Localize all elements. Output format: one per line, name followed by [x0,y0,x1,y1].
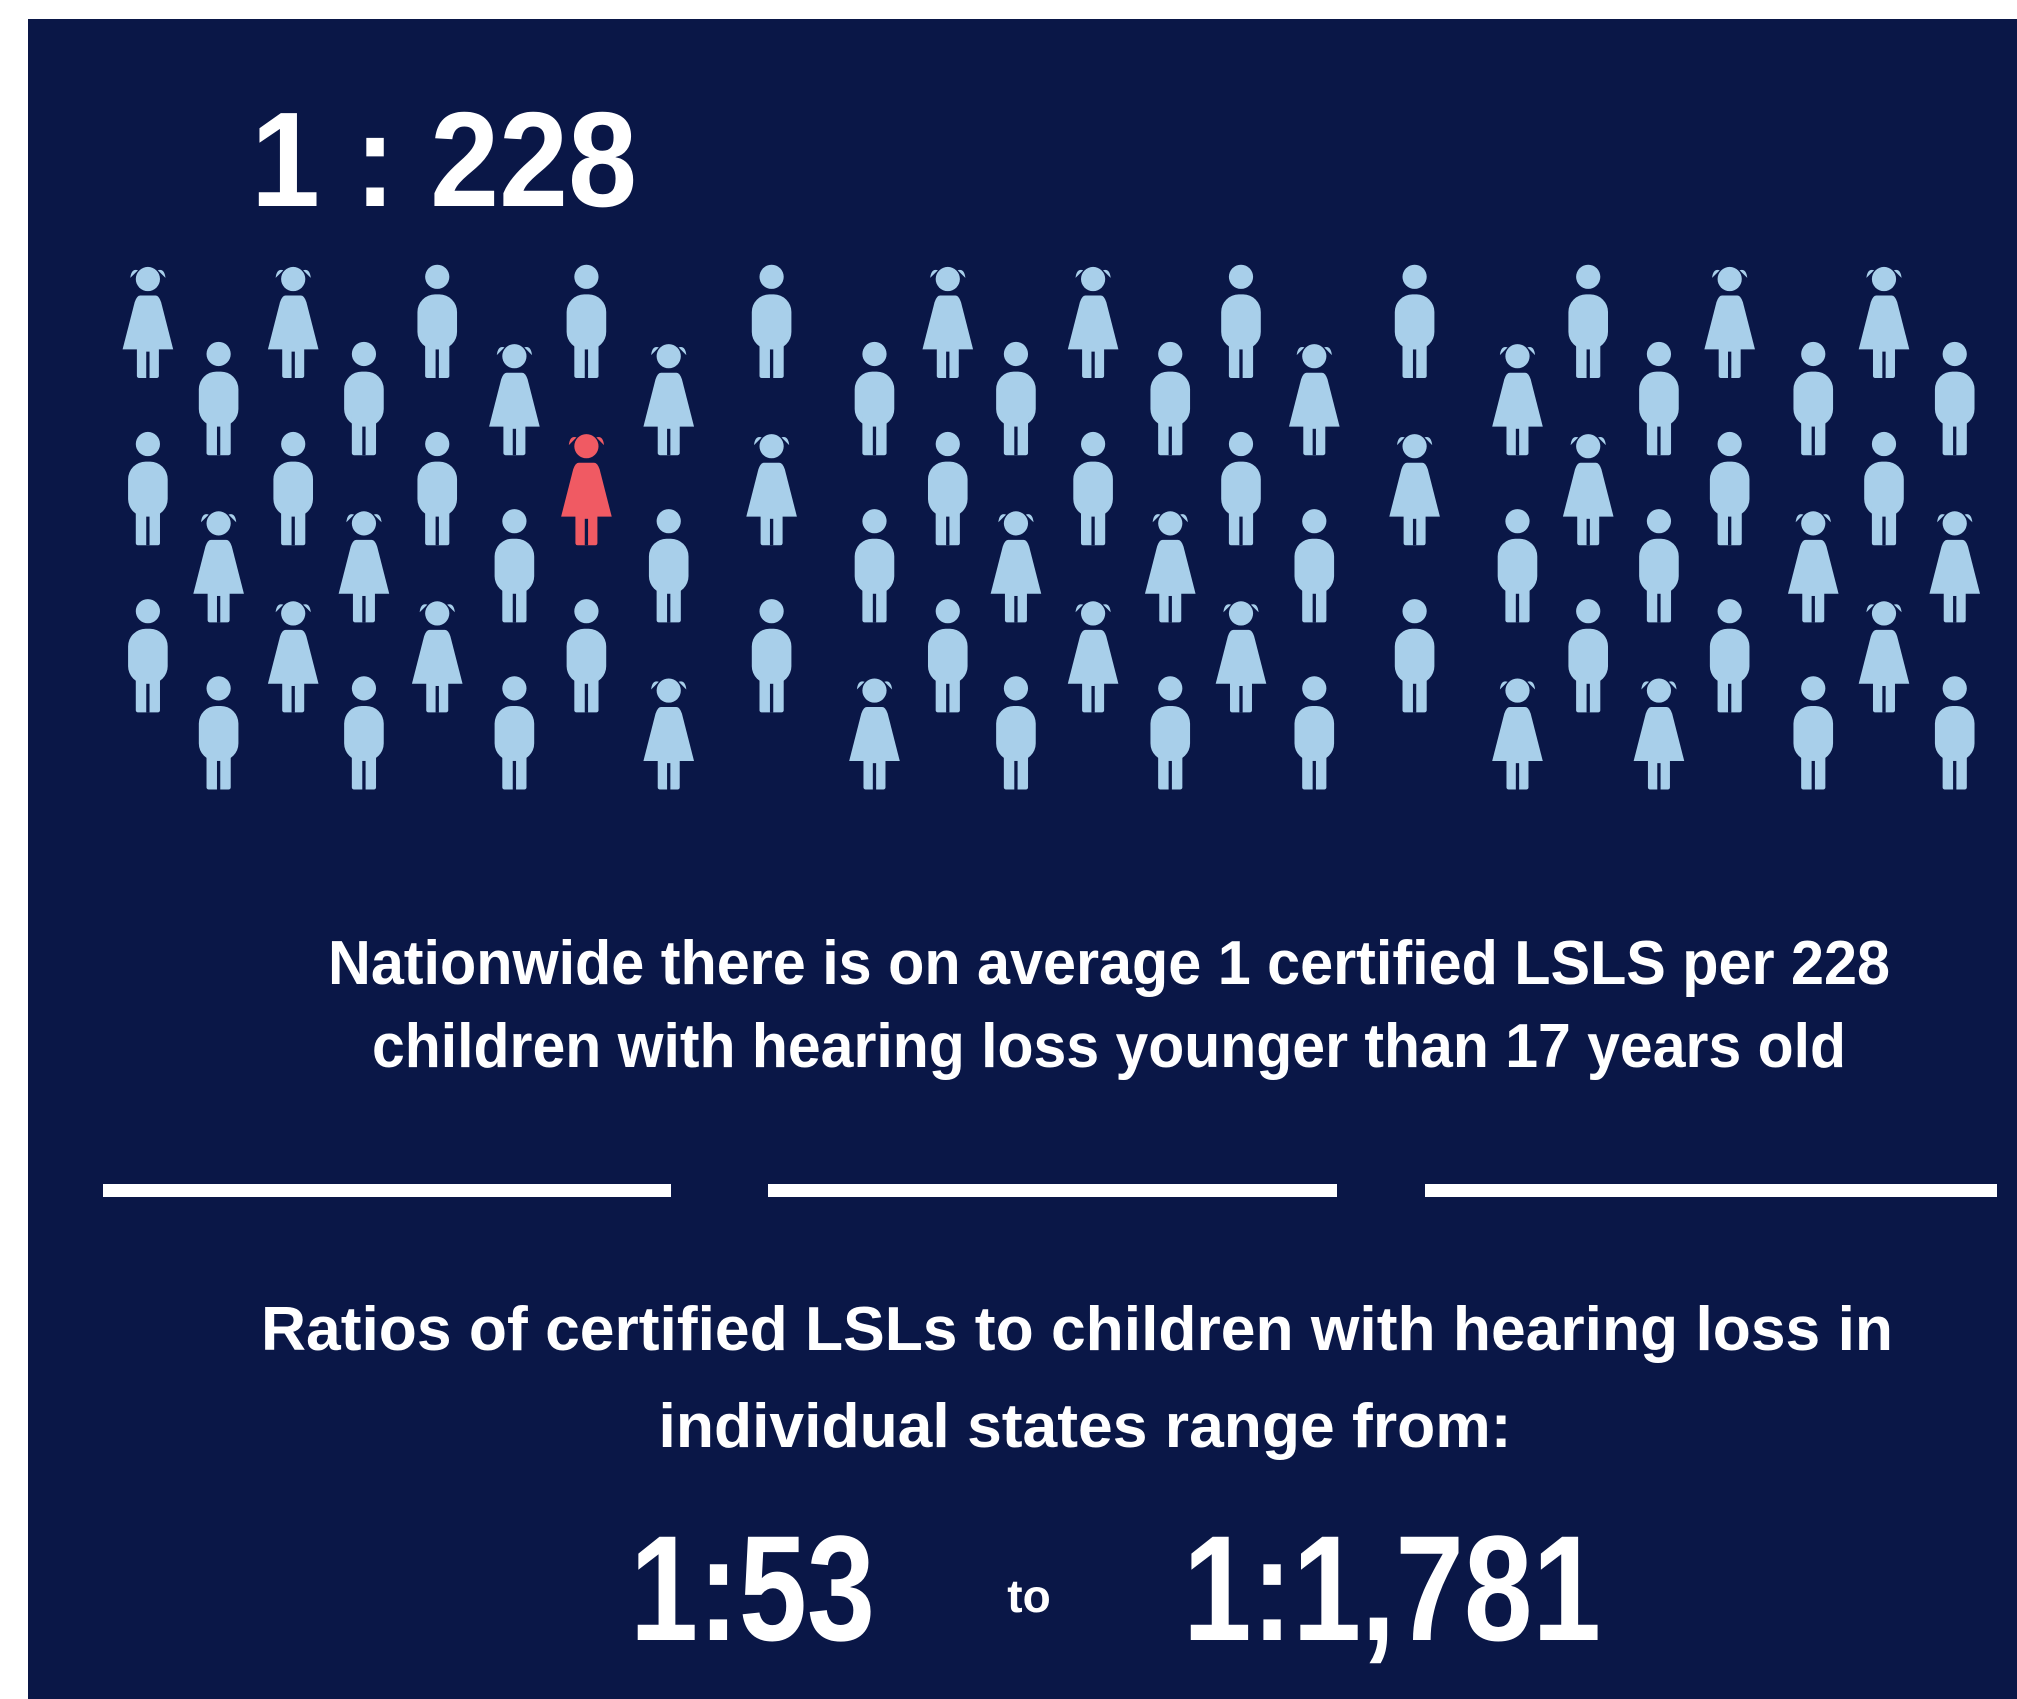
range-low: 1:53 [630,1504,875,1672]
divider [768,1184,1337,1197]
description-line: Nationwide there is on average 1 certifi… [328,929,1890,998]
range-connector: to [1007,1570,1050,1622]
page: 1 : 228 Nationwide there is on average 1… [0,0,2017,1699]
divider [1425,1184,1997,1197]
range-text-line: Ratios of certified LSLs to children wit… [261,1295,1893,1364]
range-text-line: individual states range from: [659,1392,1512,1461]
range-high: 1:1,781 [1183,1504,1601,1672]
infographic: 1 : 228 Nationwide there is on average 1… [0,0,2017,1699]
headline: 1 : 228 [251,84,637,235]
description-line: children with hearing loss younger than … [372,1012,1846,1081]
divider [103,1184,671,1197]
